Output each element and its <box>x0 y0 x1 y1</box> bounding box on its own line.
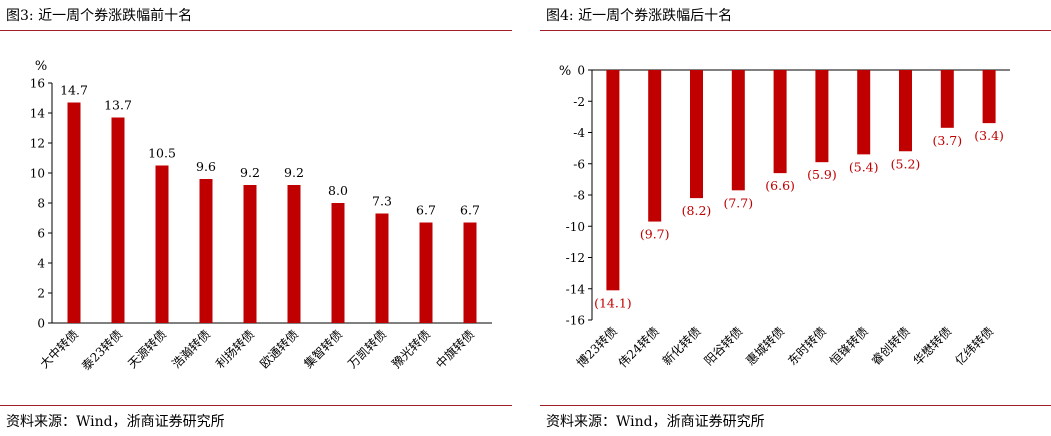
bar-chart-bottom-ten: % 0 -2 -4 -6 -8 -10 -12 -14 -16 (14.1) 博23转债 (9.7) 伟2… <box>559 64 1010 371</box>
y-tick-label: 14 <box>30 107 46 121</box>
chart-source: 资料来源：Wind，浙商证券研究所 <box>546 414 765 430</box>
category-label: 泰23转债 <box>78 327 125 374</box>
bar <box>940 70 954 128</box>
category-label: 华懋转债 <box>910 324 955 369</box>
category-label: 浩瀚转债 <box>169 327 214 372</box>
data-label: 6.7 <box>460 203 480 218</box>
data-label: (5.9) <box>807 167 837 182</box>
category-label: 万凯转债 <box>345 327 390 372</box>
y-tick-label: 0 <box>37 317 45 331</box>
bar <box>331 203 345 323</box>
data-label: (7.7) <box>723 195 753 210</box>
data-label: 13.7 <box>104 98 132 113</box>
category-label: 利扬转债 <box>213 327 258 372</box>
title-divider <box>0 30 512 31</box>
chart-title: 图3: 近一周个券涨跌幅前十名 <box>6 8 193 24</box>
bar <box>463 222 477 323</box>
bar <box>648 70 662 222</box>
chart-panel-right: 图4: 近一周个券涨跌幅后十名 % 0 -2 -4 -6 -8 -10 -12 -14 -16 (1… <box>540 0 1051 436</box>
category-label: 亿纬转债 <box>952 324 997 369</box>
category-label: 东时转债 <box>784 324 829 369</box>
bar <box>419 222 433 323</box>
y-tick-label: 8 <box>37 197 45 211</box>
data-label: (3.7) <box>932 133 962 148</box>
data-label: 9.2 <box>284 165 304 180</box>
y-tick-label: -2 <box>573 95 585 109</box>
category-label: 惠城转债 <box>743 324 788 369</box>
bar <box>111 117 125 323</box>
y-tick-label: -8 <box>573 189 585 203</box>
bar <box>375 213 389 323</box>
chart-title: 图4: 近一周个券涨跌幅后十名 <box>546 8 733 24</box>
data-label: 8.0 <box>328 183 348 198</box>
y-tick-label: -14 <box>566 282 586 296</box>
y-tick-label: 0 <box>577 64 585 78</box>
y-tick-label: -6 <box>573 157 585 171</box>
category-label: 欧通转债 <box>257 327 302 372</box>
category-label: 睿创转债 <box>868 324 913 369</box>
category-label: 新化转债 <box>659 324 704 369</box>
bar <box>243 185 257 323</box>
category-label: 伟24转债 <box>615 324 662 371</box>
source-divider <box>540 405 1051 406</box>
category-label: 中旗转债 <box>433 327 478 372</box>
data-label: (3.4) <box>974 128 1004 143</box>
data-label: 6.7 <box>416 203 436 218</box>
data-label: (8.2) <box>682 203 712 218</box>
y-tick-label: 12 <box>30 137 45 151</box>
category-label: 豫光转债 <box>389 327 434 372</box>
category-label: 恒锋转债 <box>826 324 871 369</box>
category-label: 博23转债 <box>573 324 620 371</box>
bar <box>155 165 169 323</box>
bar <box>899 70 912 152</box>
data-label: (9.7) <box>640 227 670 242</box>
category-label: 天源转债 <box>125 327 170 372</box>
bar-chart-top-ten: % 0 2 4 6 8 10 12 14 16 14.7 大中转债 13.7 泰23转债 10.5 天源转债 9… <box>30 59 492 374</box>
bar <box>773 70 787 174</box>
data-label: 7.3 <box>372 194 392 209</box>
bar <box>606 70 620 291</box>
y-axis-unit: % <box>35 59 47 74</box>
y-tick-label: 2 <box>37 287 45 301</box>
bar <box>731 70 745 191</box>
category-label: 集智转债 <box>301 327 346 372</box>
y-tick-label: -12 <box>566 251 585 265</box>
y-tick-label: -10 <box>566 220 585 234</box>
data-label: 14.7 <box>60 83 88 98</box>
data-label: 10.5 <box>148 146 176 161</box>
y-tick-label: -4 <box>573 126 585 140</box>
data-label: (5.2) <box>891 156 921 171</box>
data-label: (5.4) <box>849 159 879 174</box>
bar <box>287 185 301 323</box>
title-divider <box>540 30 1051 31</box>
chart-source: 资料来源：Wind，浙商证券研究所 <box>6 414 225 430</box>
y-tick-label: 16 <box>30 77 45 91</box>
bar <box>857 70 871 155</box>
bar <box>67 102 81 323</box>
bar <box>199 179 213 323</box>
data-label: (6.6) <box>765 178 795 193</box>
bar <box>690 70 703 199</box>
y-tick-label: 4 <box>37 257 45 271</box>
bar <box>815 70 829 163</box>
chart-panel-left: 图3: 近一周个券涨跌幅前十名 % 0 2 4 6 8 10 12 14 16 14.7 大中转债 13… <box>0 0 512 436</box>
data-label: 9.2 <box>240 165 260 180</box>
y-tick-label: 6 <box>37 227 45 241</box>
data-label: 9.6 <box>196 159 216 174</box>
source-divider <box>0 405 512 406</box>
y-tick-label: 10 <box>30 167 45 181</box>
category-label: 大中转债 <box>37 327 82 372</box>
data-label: (14.1) <box>594 295 632 310</box>
bar <box>982 70 996 124</box>
y-axis-unit: % <box>559 64 571 79</box>
y-tick-label: -16 <box>566 314 585 328</box>
category-label: 阳谷转债 <box>701 324 746 369</box>
